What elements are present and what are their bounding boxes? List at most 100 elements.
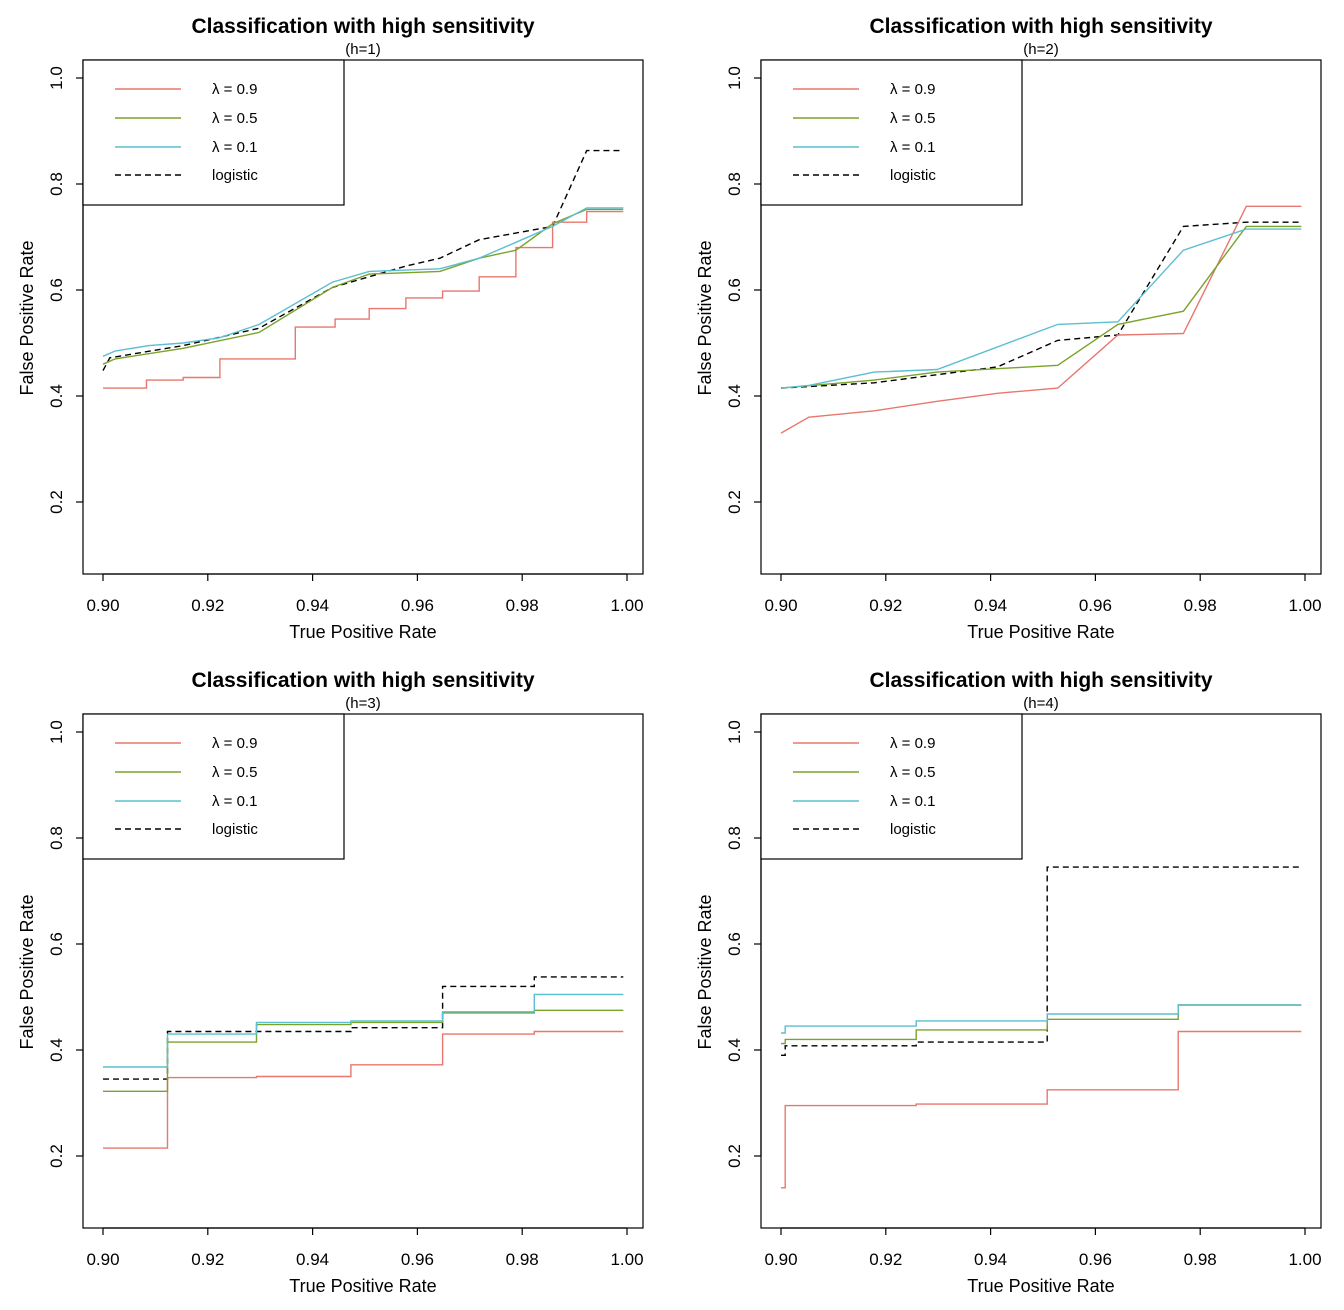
y-tick-label: 0.8 [725,172,744,196]
x-tick-label: 0.98 [506,596,539,615]
legend-label: λ = 0.9 [212,735,257,752]
legend-box [760,713,1023,860]
legend-box [82,59,345,206]
legend-label: λ = 0.9 [890,81,935,98]
y-tick-label: 0.4 [47,1038,66,1062]
y-tick-label: 0.6 [725,932,744,956]
x-axis-label: True Positive Rate [967,1276,1114,1296]
series-line-logistic [780,221,1302,389]
y-tick-label: 1.0 [47,66,66,90]
x-tick-label: 1.00 [610,596,643,615]
y-axis-label: False Positive Rate [17,894,37,1049]
series-line-logistic [781,866,1302,1056]
y-tick-label: 0.4 [725,1038,744,1062]
chart-title: Classification with high sensitivity [191,15,534,38]
chart-panel-h1: Classification with high sensitivity (h=1… [17,15,644,642]
chart-subtitle: (h=3) [345,695,380,712]
legend-label: λ = 0.5 [212,764,257,781]
x-tick-label: 0.94 [296,596,329,615]
x-tick-label: 0.96 [401,1250,434,1269]
x-tick-label: 0.96 [401,596,434,615]
series-line-lambda-01 [103,993,624,1068]
y-tick-label: 0.8 [47,172,66,196]
x-tick-label: 0.94 [296,1250,329,1269]
legend: λ = 0.9 λ = 0.5 λ = 0.1 logistic [82,713,345,860]
x-tick-label: 0.94 [974,596,1007,615]
chart-title: Classification with high sensitivity [869,15,1212,38]
legend-label: logistic [890,167,936,184]
legend-box [82,713,345,860]
y-tick-label: 0.4 [47,384,66,408]
x-axis-label: True Positive Rate [289,622,436,642]
legend-label: logistic [890,821,936,838]
y-tick-label: 1.0 [47,720,66,744]
legend: λ = 0.9 λ = 0.5 λ = 0.1 logistic [760,713,1023,860]
series-line-lambda-05 [780,225,1302,389]
x-tick-label: 0.96 [1079,1250,1112,1269]
series-line-lambda-09 [103,1030,624,1149]
x-tick-label: 1.00 [1288,1250,1321,1269]
series-line-lambda-01 [780,228,1302,389]
y-tick-label: 1.0 [725,720,744,744]
y-tick-label: 0.2 [47,490,66,514]
series-line-lambda-05 [102,208,624,365]
series-line-logistic [103,976,624,1080]
legend-label: λ = 0.5 [890,764,935,781]
series-line-lambda-09 [103,210,624,389]
legend-label: λ = 0.5 [890,110,935,127]
y-axis-label: False Positive Rate [695,894,715,1049]
x-tick-label: 0.98 [506,1250,539,1269]
series-line-logistic [102,149,624,371]
series-line-lambda-09 [781,1030,1302,1189]
legend: λ = 0.9 λ = 0.5 λ = 0.1 logistic [760,59,1023,206]
y-tick-label: 0.6 [725,278,744,302]
legend-box [760,59,1023,206]
x-tick-label: 0.96 [1079,596,1112,615]
y-tick-label: 0.8 [725,826,744,850]
series-line-lambda-05 [781,1004,1302,1045]
legend-label: logistic [212,167,258,184]
y-tick-label: 0.2 [725,1144,744,1168]
chart-title: Classification with high sensitivity [191,669,534,692]
legend-label: λ = 0.5 [212,110,257,127]
chart-title: Classification with high sensitivity [869,669,1212,692]
series-line-lambda-01 [781,1004,1302,1034]
legend-label: λ = 0.9 [890,735,935,752]
x-tick-label: 0.92 [869,596,902,615]
x-axis-label: True Positive Rate [967,622,1114,642]
x-tick-label: 0.98 [1184,596,1217,615]
y-tick-label: 1.0 [725,66,744,90]
y-tick-label: 0.6 [47,932,66,956]
series-line-lambda-01 [102,207,624,357]
legend-label: λ = 0.1 [212,793,257,810]
series-line-lambda-05 [103,1009,624,1092]
series-line-lambda-09 [780,205,1302,434]
y-tick-label: 0.2 [47,1144,66,1168]
y-axis-label: False Positive Rate [695,240,715,395]
x-tick-label: 0.92 [191,596,224,615]
x-tick-label: 0.92 [869,1250,902,1269]
x-tick-label: 1.00 [1288,596,1321,615]
y-axis-label: False Positive Rate [17,240,37,395]
x-tick-label: 0.98 [1184,1250,1217,1269]
x-axis-label: True Positive Rate [289,1276,436,1296]
chart-panel-h2: Classification with high sensitivity (h=2… [695,15,1322,642]
x-tick-label: 0.90 [764,596,797,615]
x-tick-label: 0.90 [86,1250,119,1269]
chart-subtitle: (h=4) [1023,695,1058,712]
chart-subtitle: (h=2) [1023,41,1058,58]
x-tick-label: 0.90 [764,1250,797,1269]
x-tick-label: 0.94 [974,1250,1007,1269]
legend-label: λ = 0.1 [212,139,257,156]
y-tick-label: 0.2 [725,490,744,514]
y-tick-label: 0.4 [725,384,744,408]
x-tick-label: 0.90 [86,596,119,615]
legend: λ = 0.9 λ = 0.5 λ = 0.1 logistic [82,59,345,206]
y-tick-label: 0.6 [47,278,66,302]
x-tick-label: 1.00 [610,1250,643,1269]
chart-panel-h4: Classification with high sensitivity (h=4… [695,669,1322,1296]
legend-label: λ = 0.1 [890,139,935,156]
chart-panel-h3: Classification with high sensitivity (h=3… [17,669,644,1296]
legend-label: λ = 0.1 [890,793,935,810]
